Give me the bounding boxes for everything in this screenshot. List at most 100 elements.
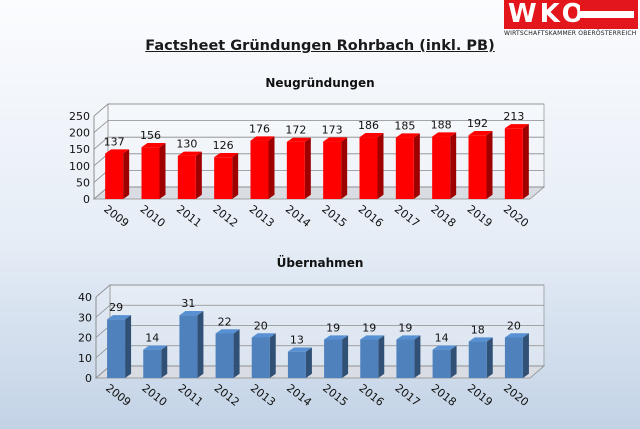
page-title: Factsheet Gründungen Rohrbach (inkl. PB) (145, 38, 495, 54)
neugruendungen-bar (504, 124, 529, 199)
uebernahmen-bar (360, 335, 385, 378)
chart-title-uebernahmen: Übernahmen (276, 256, 364, 270)
uebernahmen-bar-front (396, 339, 415, 378)
neugruendungen-bar-top (432, 132, 457, 137)
neugruendungen-bar-front (395, 137, 414, 199)
neugruendungen-data-label: 156 (140, 129, 161, 142)
neugruendungen-bar-front (250, 140, 269, 199)
uebernahmen-bar-top (107, 315, 132, 320)
neugruendungen-bar (105, 149, 130, 199)
neugruendungen-bar-top (468, 131, 493, 136)
neugruendungen-bar-top (141, 143, 166, 148)
neugruendungen-data-label: 192 (467, 117, 488, 130)
neugruendungen-bar-side (268, 136, 275, 199)
neugruendungen-bar-front (359, 137, 378, 199)
uebernahmen-ytick-label: 40 (78, 291, 92, 304)
neugruendungen-bar-side (195, 151, 202, 199)
neugruendungen-data-label: 213 (503, 110, 524, 123)
neugruendungen-bar-side (232, 152, 239, 199)
uebernahmen-bar-side (305, 347, 312, 378)
uebernahmen-bar-front (107, 319, 126, 378)
uebernahmen-bar-top (504, 333, 529, 338)
uebernahmen-data-label: 13 (290, 333, 304, 346)
neugruendungen-bar-top (504, 124, 529, 129)
neugruendungen-bar-top (286, 137, 311, 142)
uebernahmen-bar (324, 335, 349, 378)
uebernahmen-bar-front (504, 337, 523, 378)
uebernahmen-gridline (95, 284, 544, 298)
neugruendungen-bar (141, 143, 166, 199)
uebernahmen-xtick-label: 2014 (284, 382, 314, 409)
neugruendungen-bar-side (377, 133, 384, 199)
neugruendungen-ytick-label: 250 (69, 110, 90, 123)
uebernahmen-bar (107, 315, 132, 378)
uebernahmen-ytick-label: 30 (78, 311, 92, 324)
uebernahmen-bar-top (179, 311, 204, 316)
neugruendungen-bar-side (486, 131, 493, 199)
uebernahmen-bar-front (432, 349, 451, 378)
uebernahmen-xtick-label: 2020 (501, 382, 531, 409)
uebernahmen-xtick-label: 2016 (356, 382, 386, 409)
neugruendungen-bar-front (432, 136, 451, 199)
neugruendungen-bar-top (323, 137, 348, 142)
neugruendungen-bar-top (177, 151, 202, 156)
neugruendungen-bar (214, 152, 239, 199)
uebernahmen-ytick-label: 20 (78, 332, 92, 345)
uebernahmen-bar-side (342, 335, 349, 378)
uebernahmen-bar-front (251, 337, 270, 378)
uebernahmen-bar-side (486, 337, 493, 378)
uebernahmen-bar-side (197, 311, 204, 378)
uebernahmen-bar-top (324, 335, 349, 340)
neugruendungen-ytick-label: 200 (69, 127, 90, 140)
uebernahmen-bar (432, 345, 457, 378)
uebernahmen-bar (504, 333, 529, 378)
neugruendungen-ytick-label: 0 (83, 193, 90, 206)
uebernahmen-bar (396, 335, 421, 378)
neugruendungen-bar-top (105, 149, 130, 154)
uebernahmen-bar (179, 311, 204, 378)
neugruendungen-data-label: 137 (104, 135, 125, 148)
neugruendungen-ytick-label: 150 (69, 143, 90, 156)
uebernahmen-data-label: 19 (398, 321, 412, 334)
uebernahmen-data-label: 14 (435, 331, 449, 344)
uebernahmen-ytick-label: 10 (78, 352, 92, 365)
uebernahmen-data-label: 19 (326, 321, 340, 334)
chart-title-neugruendungen: Neugründungen (265, 76, 375, 90)
austrian-flag-icon (580, 4, 634, 25)
neugruendungen-bar-top (250, 136, 275, 141)
uebernahmen-bar-front (287, 351, 306, 378)
neugruendungen-bar-side (450, 132, 457, 199)
uebernahmen-bar-top (432, 345, 457, 350)
uebernahmen-gridline (95, 304, 544, 318)
neugruendungen-data-label: 130 (176, 138, 197, 151)
uebernahmen-xtick-label: 2018 (429, 382, 459, 409)
uebernahmen-bar-side (233, 329, 240, 378)
uebernahmen-bar (215, 329, 240, 378)
neugruendungen-bar (395, 133, 420, 199)
neugruendungen-data-label: 172 (285, 124, 306, 137)
neugruendungen-bar-side (341, 137, 348, 199)
uebernahmen-bar-front (468, 341, 487, 378)
uebernahmen-ytick-label: 0 (85, 372, 92, 385)
neugruendungen-ytick-label: 100 (69, 160, 90, 173)
neugruendungen-bar-side (413, 133, 420, 199)
uebernahmen-bar-side (125, 315, 132, 378)
uebernahmen-data-label: 14 (145, 331, 159, 344)
wko-logo-letters: WKO (508, 0, 587, 29)
uebernahmen-data-label: 29 (109, 301, 123, 314)
uebernahmen-bar-top (251, 333, 276, 338)
neugruendungen-bar-front (141, 147, 160, 199)
uebernahmen-xtick-label: 2011 (176, 382, 206, 409)
neugruendungen-gridline (93, 103, 544, 117)
uebernahmen-data-label: 20 (254, 319, 268, 332)
uebernahmen-data-label: 19 (362, 321, 376, 334)
neugruendungen-bar-front (504, 128, 523, 199)
uebernahmen-bar-top (143, 345, 168, 350)
uebernahmen-bar-side (450, 345, 457, 378)
neugruendungen-data-label: 186 (358, 119, 379, 132)
neugruendungen-data-label: 176 (249, 122, 270, 135)
neugruendungen-bar-top (395, 133, 420, 138)
uebernahmen-bar-front (360, 339, 379, 378)
neugruendungen-bar-front (177, 155, 196, 199)
uebernahmen-bar-top (468, 337, 493, 342)
